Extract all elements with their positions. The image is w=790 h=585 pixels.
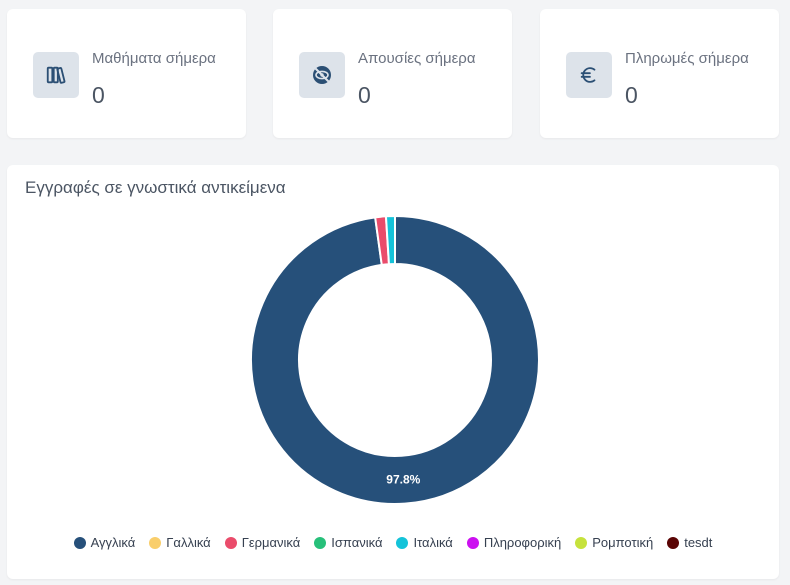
chart-legend: Αγγλικά Γαλλικά Γερμανικά Ισπανικά Ιταλικά Πλ… [7,535,779,550]
legend-label: Ιταλικά [413,535,453,550]
legend-label: Ισπανικά [331,535,383,550]
stat-label: Μαθήματα σήμερα [92,50,216,67]
legend-item[interactable]: tesdt [667,535,712,550]
stat-label: Πληρωμές σήμερα [625,50,749,67]
legend-label: tesdt [684,535,713,550]
legend-dot [667,536,680,549]
legend-dot [466,536,479,549]
legend-item[interactable]: Γερμανικά [224,535,301,550]
legend-label: Αγγλικά [90,535,136,550]
legend-item[interactable]: Ισπανικά [314,535,382,550]
stat-value: 0 [92,82,105,108]
legend-item[interactable]: Ρομποτική [575,535,653,550]
lessons-icon-box [33,52,79,98]
euro-icon [580,67,596,83]
legend-dot [149,536,162,549]
legend-dot [73,536,86,549]
legend-dot [396,536,409,549]
legend-label: Ρομποτική [592,535,654,550]
stat-card-absences: Απουσίες σήμερα 0 [273,9,512,138]
donut-slice-0[interactable] [250,214,540,505]
legend-item[interactable]: Αγγλικά [73,535,136,550]
legend-item[interactable]: Πληροφορική [466,535,562,550]
donut-data-label: 97.8% [386,473,420,487]
legend-label: Γερμανικά [241,535,301,550]
legend-label: Πληροφορική [483,535,562,550]
stat-label: Απουσίες σήμερα [358,50,476,67]
absences-icon-box [299,52,345,98]
legend-dot [575,536,588,549]
legend-dot [224,536,237,549]
books-icon [46,66,66,84]
stat-value: 0 [358,82,371,108]
legend-item[interactable]: Ιταλικά [396,535,453,550]
payments-icon-box [566,52,612,98]
legend-label: Γαλλικά [166,535,211,550]
stat-card-payments: Πληρωμές σήμερα 0 [540,9,779,138]
stat-value: 0 [625,82,638,108]
donut-chart: 97.8% [250,214,540,505]
eye-slash-icon [313,66,331,84]
enrollments-chart-card: Εγγραφές σε γνωστικά αντικείμενα 97.8% Α… [7,165,779,579]
legend-dot [314,536,327,549]
chart-title: Εγγραφές σε γνωστικά αντικείμενα [25,178,286,197]
stat-card-lessons: Μαθήματα σήμερα 0 [7,9,246,138]
donut-slice-4[interactable] [384,214,396,266]
legend-item[interactable]: Γαλλικά [149,535,211,550]
